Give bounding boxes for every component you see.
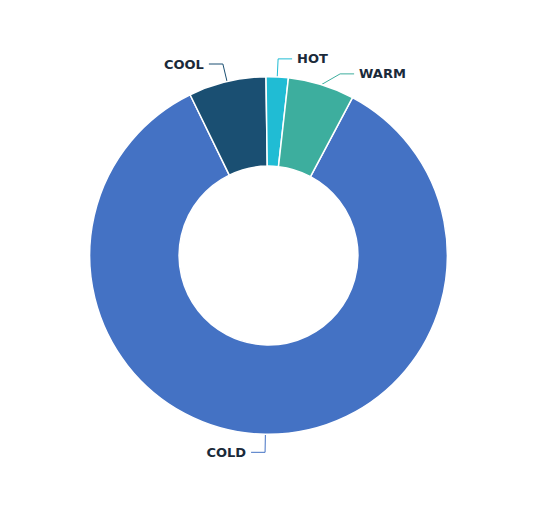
svg-text:COLD: COLD xyxy=(206,445,246,460)
svg-text:HOT: HOT xyxy=(297,51,328,66)
svg-text:WARM: WARM xyxy=(359,66,406,81)
svg-text:COOL: COOL xyxy=(164,57,204,72)
